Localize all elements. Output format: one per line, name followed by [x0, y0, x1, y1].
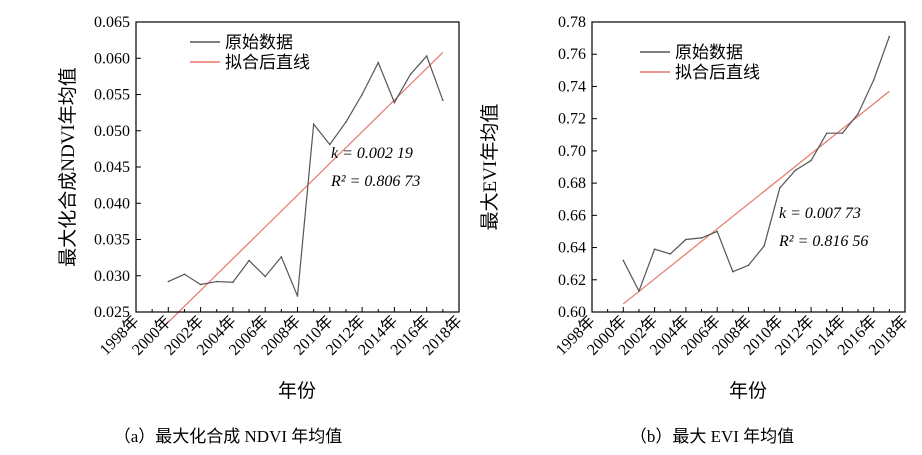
data-point [825, 132, 828, 134]
data-point [779, 187, 781, 189]
y-tick-label: 0.065 [94, 14, 130, 31]
chart-ndvi-x-axis-title: 年份 [278, 380, 316, 402]
data-point [700, 237, 703, 239]
data-point [296, 295, 299, 297]
chart-ndvi-plot-frame [135, 21, 460, 313]
data-point [167, 280, 170, 283]
y-tick-label: 0.72 [558, 111, 586, 128]
legend-raw-label: 原始数据 [675, 43, 743, 62]
y-tick-label: 0.66 [558, 207, 586, 224]
data-point [280, 256, 283, 258]
data-point [393, 101, 396, 104]
chart-evi-slope-annotation: k = 0.007 73 [779, 205, 861, 222]
y-tick-label: 0.68 [558, 175, 586, 192]
chart-ndvi-caption: （a）最大化合成 NDVI 年均值 [114, 427, 343, 446]
data-point [638, 290, 640, 292]
data-point [329, 143, 331, 146]
data-point [425, 55, 428, 57]
chart-evi-r2-annotation: R² = 0.816 56 [778, 233, 868, 250]
chart-ndvi-r2-annotation: R² = 0.806 73 [330, 173, 420, 190]
chart-evi-fit-line [622, 90, 890, 305]
y-tick-label: 0.60 [558, 304, 586, 321]
chart-evi: 0.60 0.62 0.64 0.66 0.68 0.70 0.72 0.74 0.76 0.78… [479, 14, 912, 446]
data-point [183, 273, 186, 276]
y-tick-label: 0.70 [558, 143, 586, 160]
data-point [810, 159, 812, 162]
data-point [377, 61, 380, 64]
data-point [872, 79, 875, 81]
data-point [685, 238, 687, 241]
y-tick-label: 0.050 [94, 123, 130, 140]
data-point [732, 270, 734, 273]
y-tick-label: 0.030 [94, 268, 130, 285]
y-tick-label: 0.060 [94, 50, 130, 67]
chart-evi-legend: 原始数据 拟合后直线 [640, 43, 760, 82]
data-point [669, 253, 672, 255]
data-point [248, 259, 250, 262]
y-tick-label: 0.78 [558, 14, 586, 31]
chart-evi-y-axis-title: 最大EVI年均值 [479, 104, 501, 231]
data-point [653, 248, 656, 250]
y-tick-label: 0.74 [558, 78, 586, 95]
legend-fit-label: 拟合后直线 [675, 63, 760, 82]
y-tick-label: 0.035 [94, 232, 130, 249]
data-point [199, 283, 202, 286]
data-point [264, 275, 267, 278]
chart-evi-plot-frame [591, 21, 906, 313]
chart-ndvi: 0.025 0.030 0.035 0.040 0.045 0.050 0.055 0.060… [57, 14, 466, 446]
data-point [841, 132, 844, 134]
legend-fit-label: 拟合后直线 [225, 53, 310, 72]
y-tick-label: 0.040 [94, 195, 130, 212]
data-point [794, 169, 797, 172]
chart-evi-x-axis-title: 年份 [729, 380, 767, 402]
chart-evi-caption: （b）最大 EVI 年均值 [630, 427, 794, 446]
data-point [345, 121, 347, 123]
chart-ndvi-raw-line [168, 54, 444, 297]
chart-ndvi-y-axis-title: 最大化合成NDVI年均值 [57, 67, 79, 267]
y-tick-label: 0.76 [558, 46, 586, 63]
y-tick-label: 0.62 [558, 272, 586, 289]
data-point [716, 230, 718, 233]
data-point [763, 245, 765, 247]
data-point [312, 123, 315, 126]
y-tick-label: 0.045 [94, 159, 130, 176]
data-point [215, 280, 218, 283]
chart-ndvi-legend: 原始数据 拟合后直线 [190, 33, 310, 72]
y-tick-label: 0.025 [94, 304, 130, 321]
data-point [888, 35, 891, 38]
data-point [857, 113, 859, 115]
data-point [747, 264, 750, 267]
y-tick-label: 0.64 [558, 240, 586, 257]
data-point [442, 99, 444, 102]
data-point [361, 93, 363, 96]
chart-ndvi-points [167, 55, 444, 297]
legend-raw-label: 原始数据 [225, 33, 293, 52]
chart-ndvi-slope-annotation: k = 0.002 19 [331, 145, 413, 162]
data-point [232, 281, 234, 284]
y-tick-label: 0.055 [94, 87, 130, 104]
chart-evi-points [622, 35, 891, 292]
data-point [622, 259, 625, 262]
chart-evi-raw-line [622, 36, 890, 293]
data-point [409, 73, 412, 75]
